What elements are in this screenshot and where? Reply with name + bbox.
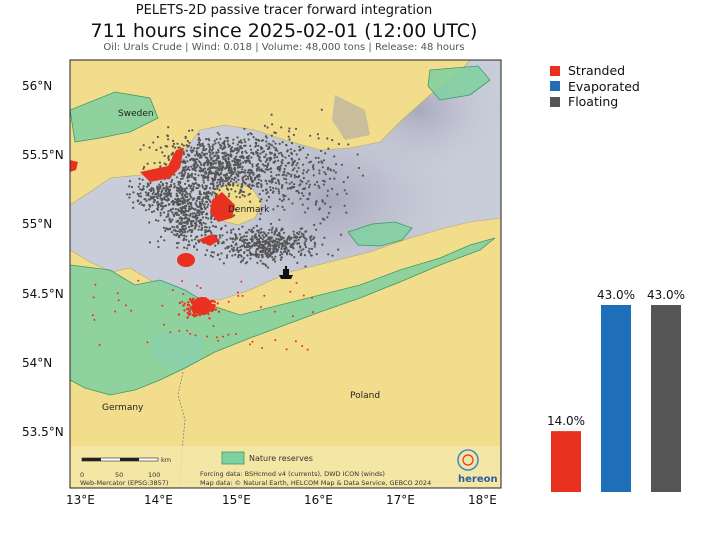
reserve-legend-label: Nature reserves	[249, 454, 313, 463]
label-poland: Poland	[350, 391, 380, 401]
label-germany: Germany	[102, 403, 144, 413]
mapdata-note: Map data: © Natural Earth, HELCOM Map & …	[200, 479, 431, 487]
time-headline: 711 hours since 2025-02-01 (12:00 UTC)	[90, 20, 478, 42]
legend-swatch-stranded	[550, 65, 560, 76]
scalebar-unit: km	[161, 456, 171, 464]
legend-swatch-floating	[550, 96, 560, 107]
forcing-note: Forcing data: BSHcmod v4 (currents), DWD…	[200, 470, 385, 478]
legend-label-stranded: Stranded	[568, 63, 626, 79]
southern-landmass	[70, 217, 501, 488]
legend-label-floating: Floating	[568, 94, 619, 110]
figure-title: PELETS-2D passive tracer forward integra…	[135, 3, 433, 18]
lat-label-53-5: 53.5°N	[22, 425, 64, 439]
lat-label-56: 56°N	[22, 79, 52, 93]
lon-label-16: 16°E	[304, 493, 333, 507]
scalebar-tick-100: 100	[148, 471, 160, 479]
scalebar-tick-0: 0	[80, 471, 84, 479]
bar-label-evaporated: 43.0%	[597, 288, 635, 302]
lat-label-54-5: 54.5°N	[22, 287, 64, 301]
particle-legend: Stranded Evaporated Floating	[550, 63, 640, 110]
bar-floating	[651, 305, 681, 492]
scenario-subtitle: Oil: Urals Crude | Wind: 0.018 | Volume:…	[103, 42, 465, 53]
lon-label-17: 17°E	[386, 493, 415, 507]
hereon-logo-text: hereon	[458, 474, 498, 485]
info-band	[70, 446, 501, 488]
scalebar-tick-50: 50	[115, 471, 123, 479]
lon-label-13: 13°E	[66, 493, 95, 507]
legend-label-evaporated: Evaporated	[568, 78, 640, 94]
label-denmark: Denmark	[228, 205, 270, 215]
bar-label-floating: 43.0%	[647, 288, 685, 302]
lon-label-18: 18°E	[468, 493, 497, 507]
lon-label-15: 15°E	[222, 493, 251, 507]
nature-reserves	[70, 65, 496, 396]
bar-evaporated	[601, 305, 631, 492]
lat-label-55: 55°N	[22, 217, 52, 231]
reserve-legend-swatch	[221, 451, 245, 465]
label-sweden: Sweden	[118, 109, 154, 119]
hereon-logo: hereon	[457, 449, 498, 485]
bar-label-stranded: 14.0%	[547, 414, 585, 428]
projection-note: Web-Mercator (EPSG:3857)	[80, 479, 168, 487]
scalebar: 0 50 100 km	[80, 456, 171, 479]
lat-label-55-5: 55.5°N	[22, 148, 64, 162]
ship-icon	[279, 266, 293, 279]
stranded-dots	[91, 279, 314, 351]
legend-item-floating: Floating	[550, 94, 640, 110]
legend-swatch-evaporated	[550, 81, 560, 92]
bar-stranded	[551, 431, 581, 492]
deep-feature	[332, 95, 370, 140]
map-frame	[69, 59, 502, 489]
lon-label-14: 14°E	[144, 493, 173, 507]
legend-item-evaporated: Evaporated	[550, 79, 640, 95]
lat-label-54: 54°N	[22, 356, 52, 370]
legend-item-stranded: Stranded	[550, 63, 640, 79]
